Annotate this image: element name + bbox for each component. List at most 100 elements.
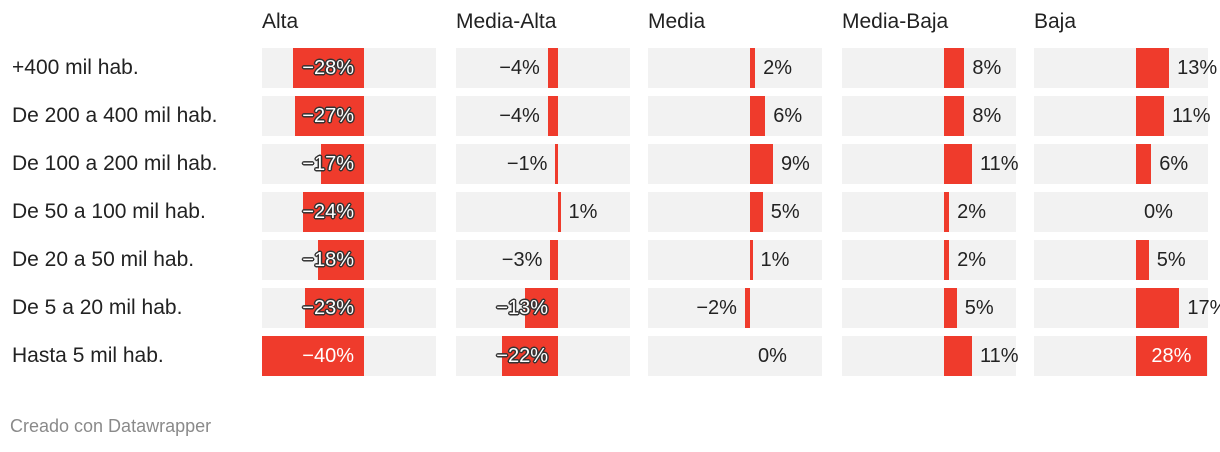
cell-background [456,192,630,232]
row-label-6: Hasta 5 mil hab. [12,344,164,367]
bar [292,48,364,88]
bar [1136,288,1180,328]
cell-background [456,240,630,280]
bar [944,240,950,280]
cell-background [1034,240,1208,280]
bar [750,192,763,232]
cell-background [842,240,1016,280]
value-label: 5% [770,201,800,223]
column-header-2: Media [648,10,706,33]
value-label: −4% [499,105,540,127]
value-label: 11% [980,345,1019,367]
bar [320,144,364,184]
row-label-2: De 100 a 200 mil hab. [12,152,218,175]
row-label-3: De 50 a 100 mil hab. [12,200,206,223]
cell-background [648,96,822,136]
value-label: −3% [501,249,543,271]
value-label: −4% [499,57,540,79]
value-label: 9% [780,153,810,175]
value-label: −40% [302,345,354,367]
cell-background [1034,192,1208,232]
value-label: 28% [1151,345,1192,367]
value-label: 8% [972,57,1002,79]
bar [524,288,558,328]
bar [558,192,561,232]
bar [1136,96,1165,136]
cell-background [648,288,822,328]
datawrapper-credit[interactable]: Creado con Datawrapper [10,416,212,436]
bar [944,48,965,88]
value-label: −28% [302,57,354,79]
bar [550,240,558,280]
value-label: 2% [763,57,792,79]
bar [305,288,364,328]
cell-background [842,96,1016,136]
bar [555,144,558,184]
bar [744,288,750,328]
bar [944,336,973,376]
value-label: 17% [1187,297,1220,319]
row-label-1: De 200 a 400 mil hab. [12,104,218,127]
value-label: 5% [964,297,994,319]
value-label: 8% [972,105,1002,127]
bar [944,192,950,232]
value-label: 11% [1172,105,1211,127]
row-label-5: De 5 a 20 mil hab. [12,296,183,319]
cell-background [456,48,630,88]
bar [1136,240,1149,280]
cell-background [648,240,822,280]
cell-background [1034,96,1208,136]
bar [1136,336,1208,376]
bar [750,240,753,280]
bar [295,96,364,136]
value-label: −22% [496,345,548,367]
value-label: −23% [302,297,354,319]
value-label: −17% [302,153,354,175]
bar [944,288,957,328]
cell-background [1034,288,1208,328]
bar [750,96,766,136]
row-label-0: +400 mil hab. [12,56,139,79]
bar [944,144,973,184]
cell-background [456,144,630,184]
value-label: 0% [1144,201,1173,223]
value-label: 1% [760,249,790,271]
value-label: 13% [1177,57,1218,79]
value-label: 11% [980,153,1019,175]
row-label-4: De 20 a 50 mil hab. [12,248,195,271]
value-label: −2% [696,297,737,319]
value-label: 5% [1156,249,1186,271]
cell-background [1034,48,1208,88]
bar [302,192,364,232]
cell-background [648,48,822,88]
column-header-1: Media-Alta [456,10,557,33]
value-label: 6% [1159,153,1189,175]
column-header-3: Media-Baja [842,10,949,33]
bar [501,336,558,376]
cell-background [842,336,1016,376]
bar [750,144,773,184]
bar [318,240,364,280]
bar [944,96,965,136]
cell-background [842,192,1016,232]
cell-background [648,336,822,376]
bar [1136,48,1170,88]
bar [750,48,756,88]
column-header-0: Alta [262,10,299,33]
value-label: −24% [302,201,354,223]
bar [547,48,558,88]
cell-background [648,192,822,232]
value-label: 6% [773,105,803,127]
value-label: −1% [506,153,548,175]
value-label: 2% [957,249,986,271]
cell-background [842,288,1016,328]
cell-background [1034,144,1208,184]
value-label: 1% [568,201,598,223]
column-header-4: Baja [1034,10,1077,33]
cell-background [842,48,1016,88]
bar [1136,144,1152,184]
value-label: −13% [496,297,548,319]
bar [547,96,558,136]
value-label: −18% [302,249,354,271]
